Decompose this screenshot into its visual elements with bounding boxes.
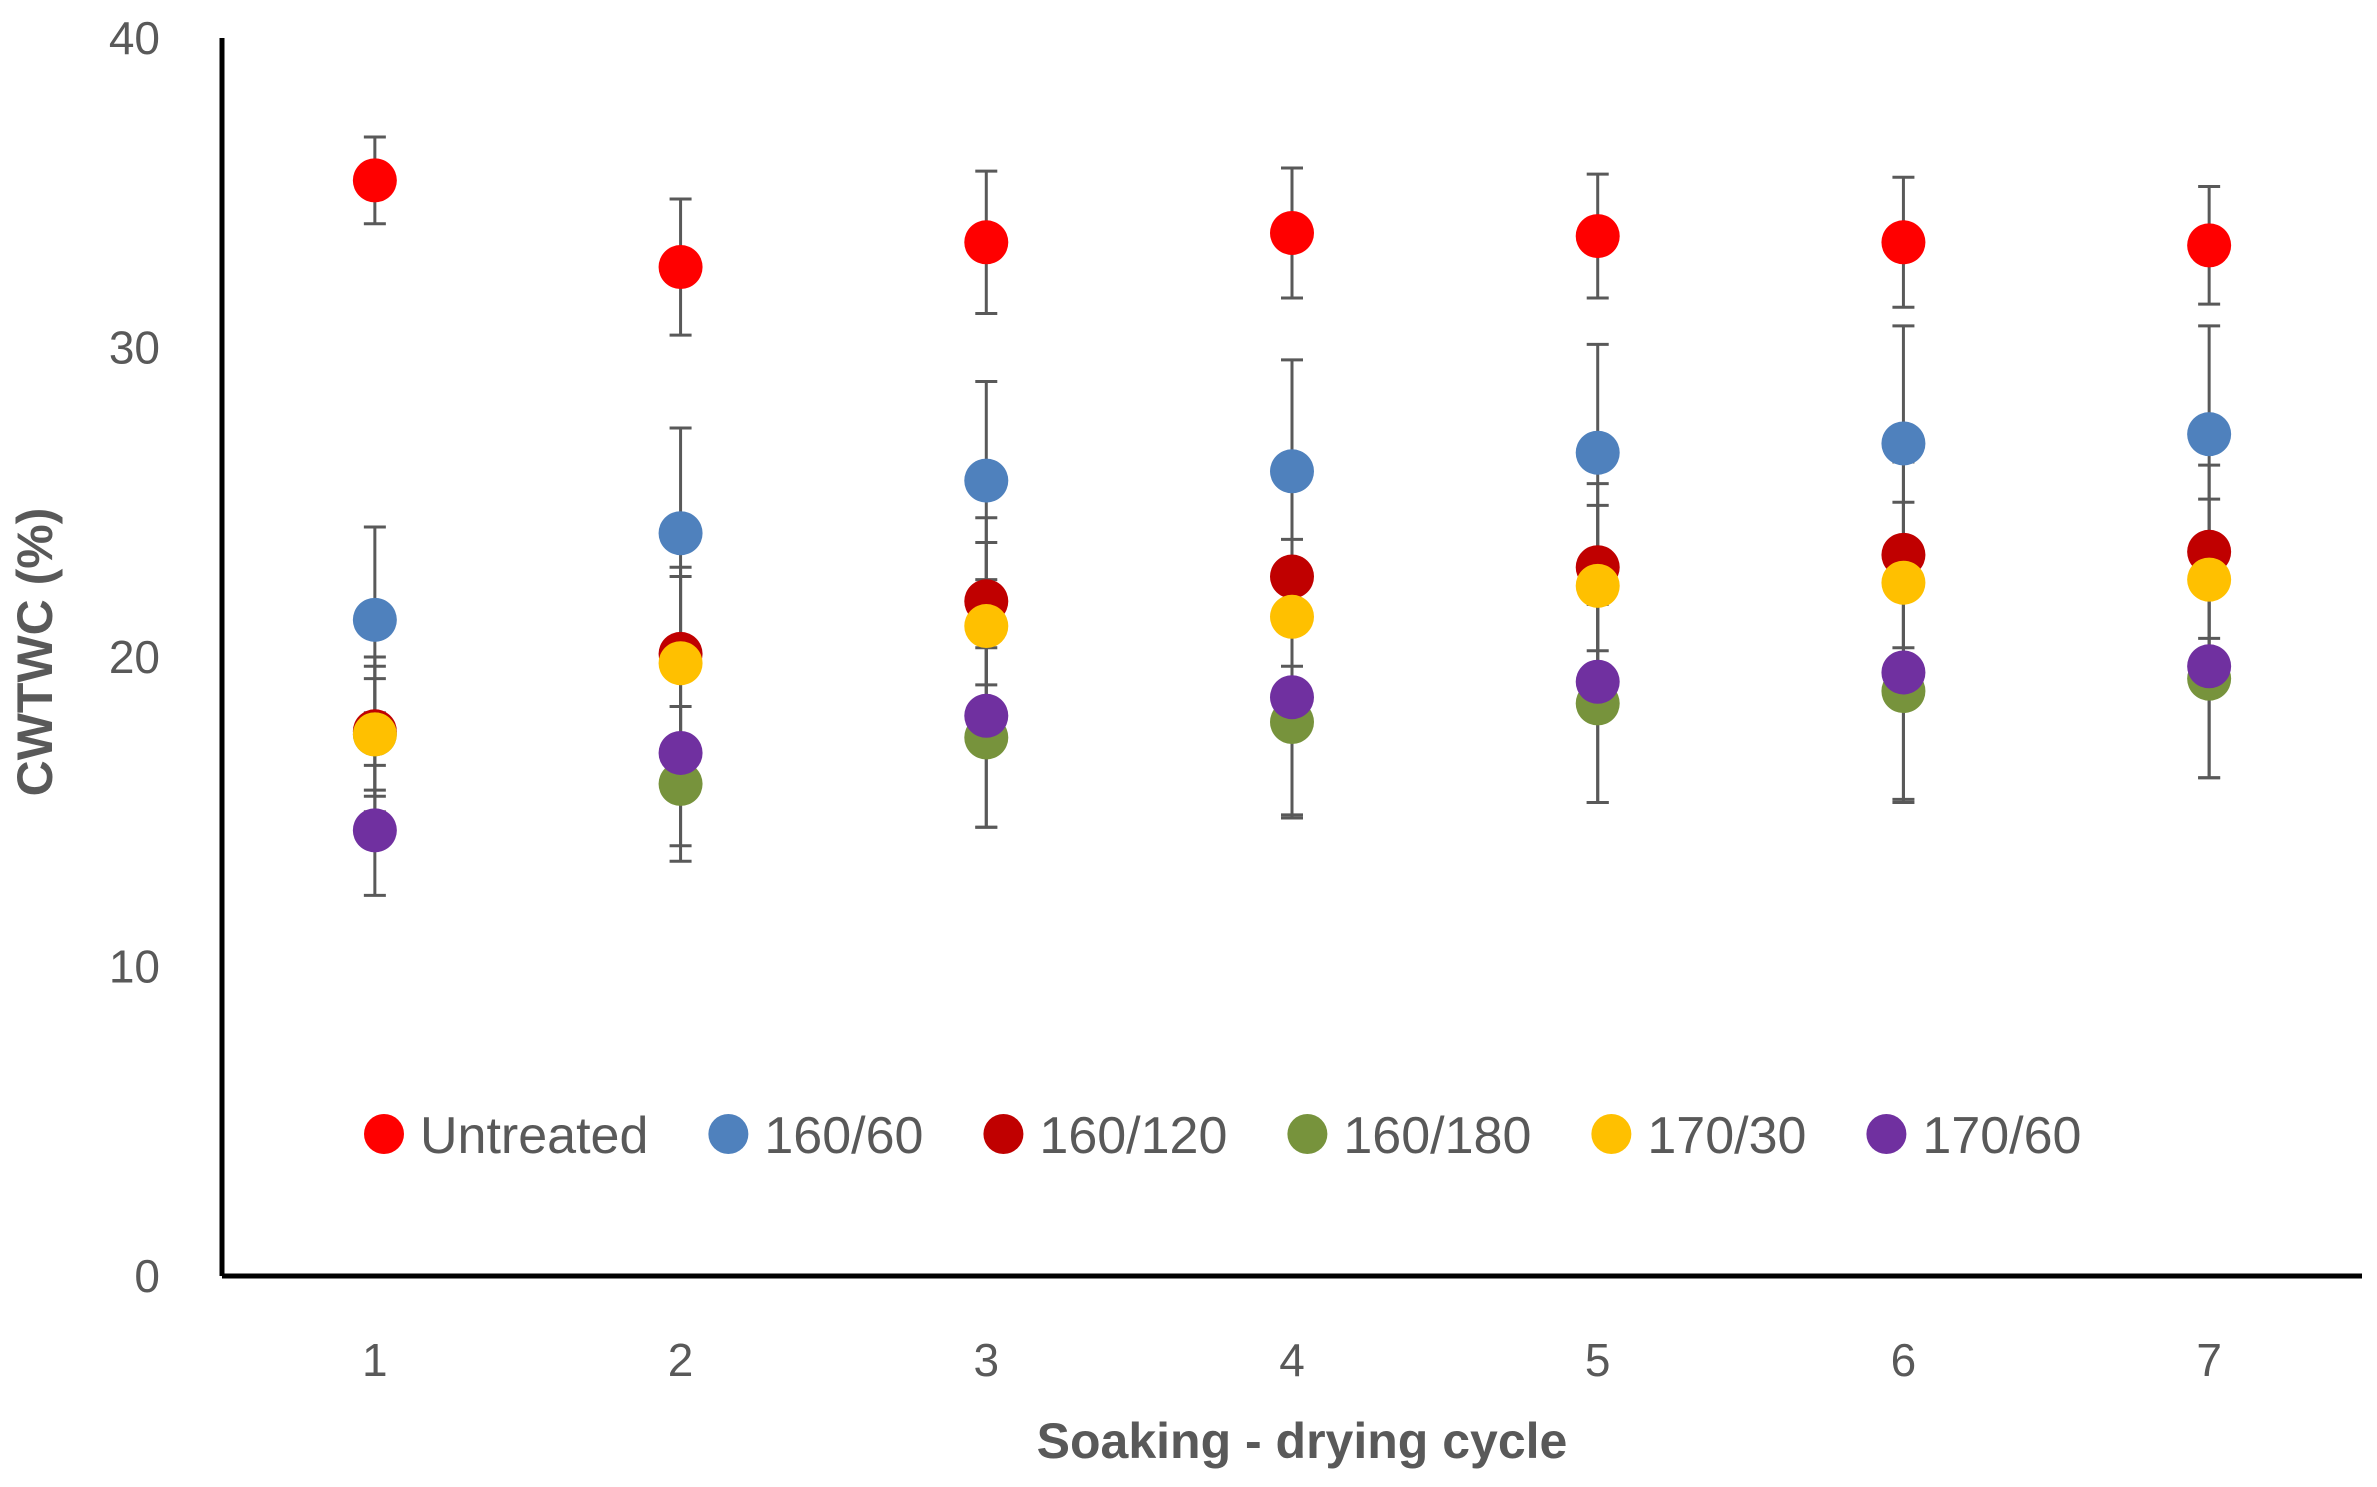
- x-tick-label: 1: [362, 1334, 388, 1386]
- legend-label: 160/120: [1039, 1107, 1227, 1165]
- legend-marker: [1591, 1114, 1631, 1154]
- data-point: [964, 694, 1008, 738]
- data-point: [1270, 211, 1314, 255]
- data-point: [1270, 595, 1314, 639]
- legend-item: 170/30: [1591, 1107, 1806, 1165]
- data-point: [353, 712, 397, 756]
- legend-label: Untreated: [420, 1107, 648, 1165]
- data-point: [1576, 564, 1620, 608]
- y-tick-label: 40: [109, 12, 160, 64]
- y-axis-title: CWTWC (%): [7, 508, 63, 797]
- y-tick-label: 10: [109, 941, 160, 993]
- y-tick-labels: 0 10 20 30 40: [109, 12, 160, 1302]
- legend-marker: [364, 1114, 404, 1154]
- data-point: [353, 158, 397, 202]
- data-point: [2187, 223, 2231, 267]
- data-point: [1881, 421, 1925, 465]
- data-point: [1270, 449, 1314, 493]
- legend-marker: [708, 1114, 748, 1154]
- data-point: [659, 641, 703, 685]
- legend-item: 160/60: [708, 1107, 923, 1165]
- data-point: [659, 245, 703, 289]
- x-tick-label: 3: [973, 1334, 999, 1386]
- legend-label: 170/30: [1647, 1107, 1806, 1165]
- legend-item: Untreated: [364, 1107, 648, 1165]
- legend-label: 170/60: [1922, 1107, 2081, 1165]
- x-tick-labels: 1 2 3 4 5 6 7: [362, 1334, 2222, 1386]
- data-point: [964, 459, 1008, 503]
- y-tick-label: 0: [134, 1250, 160, 1302]
- x-tick-label: 6: [1891, 1334, 1917, 1386]
- data-point: [2187, 412, 2231, 456]
- legend: Untreated 160/60 160/120 160/180 170/30 170/6…: [364, 1107, 2081, 1165]
- x-tick-label: 2: [668, 1334, 694, 1386]
- data-point: [1881, 561, 1925, 605]
- data-point: [1881, 220, 1925, 264]
- legend-label: 160/180: [1343, 1107, 1531, 1165]
- chart: 0 10 20 30 40 1 2 3 4 5 6 7 CWTWC (%) Soaking - dr…: [0, 0, 2377, 1487]
- legend-marker: [1287, 1114, 1327, 1154]
- legend-item: 160/120: [983, 1107, 1227, 1165]
- data-point: [964, 604, 1008, 648]
- data-point: [1270, 555, 1314, 599]
- x-axis-title: Soaking - drying cycle: [1037, 1413, 1568, 1469]
- y-tick-label: 30: [109, 322, 160, 374]
- data-point: [1576, 660, 1620, 704]
- legend-item: 160/180: [1287, 1107, 1531, 1165]
- legend-label: 160/60: [764, 1107, 923, 1165]
- data-point: [1576, 431, 1620, 475]
- data-point: [353, 808, 397, 852]
- legend-item: 170/60: [1866, 1107, 2081, 1165]
- data-point: [1270, 675, 1314, 719]
- legend-marker: [983, 1114, 1023, 1154]
- x-tick-label: 4: [1279, 1334, 1305, 1386]
- y-tick-label: 20: [109, 631, 160, 683]
- x-tick-label: 5: [1585, 1334, 1611, 1386]
- data-point: [659, 511, 703, 555]
- data-point: [353, 598, 397, 642]
- data-point: [2187, 644, 2231, 688]
- legend-marker: [1866, 1114, 1906, 1154]
- data-point: [1881, 650, 1925, 694]
- data-point: [2187, 558, 2231, 602]
- data-point: [964, 220, 1008, 264]
- data-point: [1576, 214, 1620, 258]
- x-tick-label: 7: [2196, 1334, 2222, 1386]
- data-point: [659, 731, 703, 775]
